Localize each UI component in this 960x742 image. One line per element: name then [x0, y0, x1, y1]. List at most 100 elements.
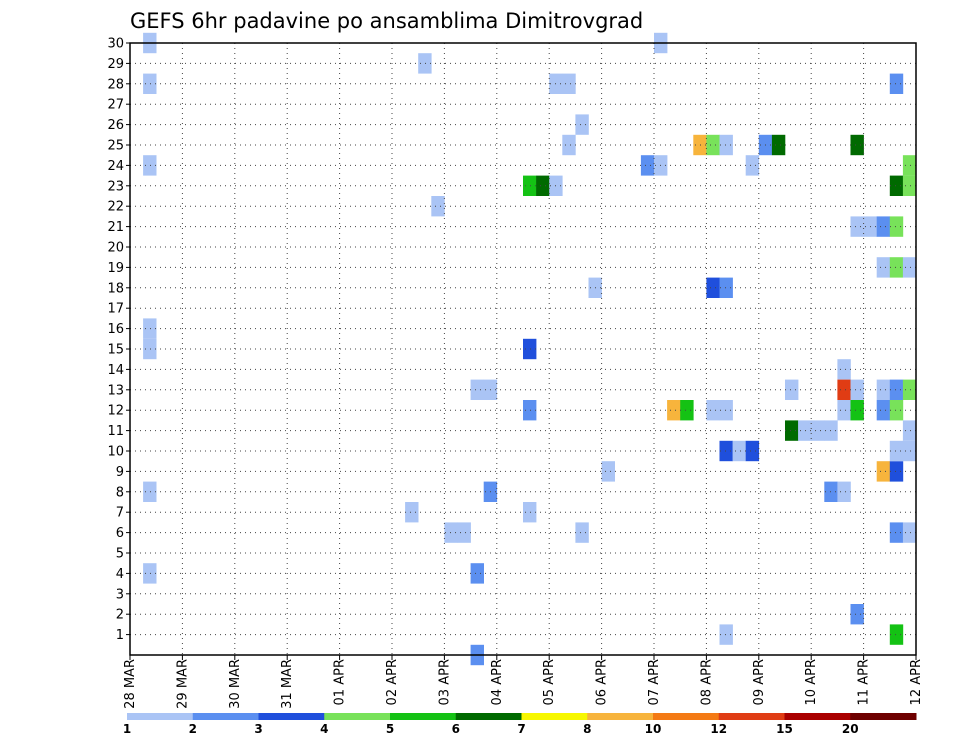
heatmap-cell — [902, 379, 917, 400]
y-tick-label: 30 — [107, 37, 124, 52]
heatmap-cells — [143, 32, 917, 666]
heatmap-cell — [143, 481, 157, 502]
x-tick-label: 01 APR — [333, 659, 348, 705]
y-tick-label: 16 — [107, 322, 124, 337]
heatmap-cell — [889, 400, 904, 421]
heatmap-cell — [523, 338, 537, 360]
heatmap-cell — [837, 359, 851, 380]
legend-label: 10 — [645, 722, 662, 736]
heatmap-cell — [405, 502, 419, 523]
heatmap-cell — [470, 379, 484, 400]
heatmap-cell — [876, 461, 891, 482]
heatmap-cell — [719, 277, 733, 298]
legend-label: 12 — [710, 722, 727, 736]
heatmap-cell — [523, 175, 537, 196]
y-tick-label: 1 — [116, 628, 124, 643]
x-tick-label: 09 APR — [752, 659, 767, 705]
heatmap-cell — [719, 624, 733, 645]
heatmap-cell — [601, 461, 615, 482]
x-tick-label: 11 APR — [857, 659, 872, 705]
heatmap-cell — [889, 73, 904, 94]
legend-swatch — [653, 713, 720, 720]
heatmap-cell — [837, 481, 851, 502]
heatmap-cell — [706, 400, 720, 421]
heatmap-cell — [902, 175, 917, 196]
heatmap-cell — [536, 175, 550, 196]
heatmap-cell — [889, 175, 904, 196]
y-tick-label: 26 — [107, 118, 124, 133]
y-tick-label: 18 — [107, 281, 124, 296]
x-tick-label: 12 APR — [909, 659, 924, 705]
heatmap-cell — [640, 155, 655, 176]
heatmap-cell — [771, 134, 786, 156]
heatmap-cell — [143, 338, 157, 360]
heatmap-cell — [837, 379, 851, 400]
legend-swatch — [521, 713, 588, 720]
heatmap-cell — [745, 155, 760, 176]
y-tick-label: 8 — [116, 485, 124, 500]
heatmap-cell — [457, 522, 471, 543]
heatmap-cell — [719, 400, 733, 421]
legend-label: 3 — [254, 722, 262, 736]
heatmap-cell — [143, 73, 157, 94]
heatmap-cell — [889, 522, 904, 543]
y-tick-label: 25 — [107, 139, 124, 154]
x-tick-label: 04 APR — [490, 659, 505, 705]
legend-label: 15 — [776, 722, 793, 736]
y-tick-label: 5 — [116, 547, 124, 562]
heatmap-cell — [785, 379, 799, 400]
heatmap-cell — [562, 134, 576, 156]
x-tick-label: 30 MAR — [228, 659, 243, 709]
x-tick-label: 06 APR — [595, 659, 610, 705]
y-tick-label: 6 — [116, 526, 124, 541]
heatmap-cell — [143, 318, 157, 339]
y-tick-label: 10 — [107, 445, 124, 460]
heatmap-cell — [902, 440, 917, 462]
heatmap-cell — [444, 522, 458, 543]
legend-swatch — [587, 713, 654, 720]
y-tick-label: 22 — [107, 200, 124, 215]
heatmap-cell — [889, 257, 904, 278]
legend-label: 4 — [320, 722, 328, 736]
legend-swatch — [850, 713, 917, 720]
heatmap-cell — [575, 114, 589, 135]
y-tick-label: 2 — [116, 608, 124, 623]
heatmap-cell — [902, 522, 917, 543]
y-tick-label: 7 — [116, 506, 124, 521]
heatmap-cell — [745, 440, 760, 462]
y-axis-ticks: 1234567891011121314151617181920212223242… — [107, 37, 130, 643]
x-axis-ticks: 28 MAR 29 MAR 30 MAR 31 MAR 01 APR 02 APR 03 A… — [123, 655, 924, 709]
legend-swatch — [258, 713, 325, 720]
heatmap-cell — [889, 624, 904, 645]
y-tick-label: 21 — [107, 220, 124, 235]
heatmap-cell — [837, 400, 851, 421]
legend-label: 20 — [842, 722, 859, 736]
y-tick-label: 12 — [107, 404, 124, 419]
heatmap-cell — [798, 420, 812, 441]
x-tick-label: 08 APR — [699, 659, 714, 705]
heatmap-cell — [902, 420, 917, 441]
heatmap-cell — [667, 400, 681, 421]
legend-label: 8 — [583, 722, 591, 736]
heatmap-cell — [785, 420, 799, 441]
x-tick-label: 02 APR — [385, 659, 400, 705]
y-tick-label: 23 — [107, 179, 124, 194]
legend-swatch — [192, 713, 259, 720]
heatmap-cell — [575, 522, 589, 543]
y-tick-label: 14 — [107, 363, 124, 378]
x-tick-label: 05 APR — [542, 659, 557, 705]
y-tick-label: 4 — [116, 567, 124, 582]
y-tick-label: 13 — [107, 383, 124, 398]
x-tick-label: 31 MAR — [280, 659, 295, 709]
x-tick-label: 10 APR — [804, 659, 819, 705]
heatmap-cell — [889, 216, 904, 237]
x-tick-label: 29 MAR — [175, 659, 190, 709]
heatmap-cell — [850, 379, 864, 400]
x-tick-label: 28 MAR — [123, 659, 138, 709]
heatmap-cell — [143, 563, 157, 584]
heatmap-cell — [902, 155, 917, 176]
heatmap-cell — [719, 440, 733, 462]
y-tick-label: 9 — [116, 465, 124, 480]
heatmap-cell — [850, 400, 864, 421]
heatmap-cell — [431, 196, 445, 217]
